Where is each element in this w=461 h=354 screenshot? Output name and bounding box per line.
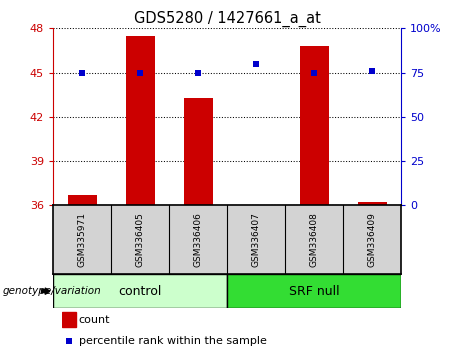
Bar [183, 98, 213, 205]
Point [368, 68, 376, 74]
Text: control: control [118, 285, 162, 298]
Point [65, 338, 73, 344]
Text: SRF null: SRF null [289, 285, 339, 298]
Text: GSM335971: GSM335971 [77, 212, 87, 267]
Point [136, 70, 144, 75]
Bar [358, 202, 387, 205]
Text: percentile rank within the sample: percentile rank within the sample [79, 336, 267, 346]
Text: GSM336405: GSM336405 [136, 212, 145, 267]
Text: genotype/variation: genotype/variation [2, 286, 101, 296]
Point [310, 70, 318, 75]
Bar [62, 312, 77, 327]
Title: GDS5280 / 1427661_a_at: GDS5280 / 1427661_a_at [134, 11, 320, 27]
Text: GSM336408: GSM336408 [309, 212, 319, 267]
Bar [227, 274, 401, 308]
Text: GSM336407: GSM336407 [252, 212, 260, 267]
Text: count: count [79, 315, 110, 325]
Point [78, 70, 86, 75]
Bar [67, 195, 96, 205]
Point [195, 70, 202, 75]
Text: GSM336406: GSM336406 [194, 212, 202, 267]
Bar [300, 46, 329, 205]
Bar [53, 274, 227, 308]
Text: GSM336409: GSM336409 [367, 212, 377, 267]
Point [252, 61, 260, 67]
Bar [125, 36, 154, 205]
